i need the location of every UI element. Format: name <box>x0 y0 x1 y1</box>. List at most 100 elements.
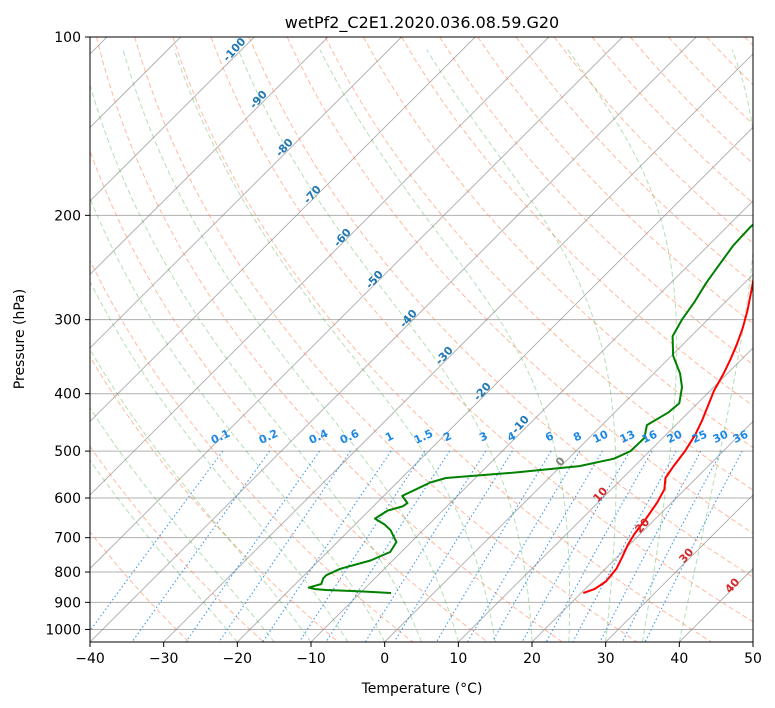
mixing-ratio-line <box>599 450 702 642</box>
y-tick-label: 800 <box>54 565 81 581</box>
dry-adiabat-line <box>96 37 563 642</box>
dry-adiabat-line <box>134 37 638 642</box>
dry-adiabat-label: -80 <box>273 136 296 160</box>
isotherm-line <box>531 420 753 642</box>
x-tick-label: −10 <box>296 651 326 667</box>
moist-adiabat-line <box>173 49 496 642</box>
mixing-ratio-label: 25 <box>690 428 709 446</box>
mixing-ratio-line <box>218 450 351 642</box>
isotherm-line <box>236 126 753 642</box>
isotherm-line <box>90 37 550 496</box>
series-lines <box>307 223 753 594</box>
y-tick-label: 600 <box>54 491 81 507</box>
moist-adiabat-line <box>678 49 753 642</box>
x-tick-label: −30 <box>149 651 179 667</box>
dry-adiabat-line <box>172 37 712 642</box>
mixing-ratio-label: 20 <box>665 428 685 446</box>
y-tick-label: 700 <box>54 531 81 547</box>
dry-adiabat-label: -40 <box>397 307 420 331</box>
dry-adiabat-label: -20 <box>471 380 494 404</box>
moist-adiabat-line <box>90 197 386 642</box>
mixing-ratio-line <box>545 450 653 642</box>
dry-adiabat-line <box>90 355 339 642</box>
dry-adiabat-label: 30 <box>676 545 696 565</box>
dry-adiabat-label: -90 <box>247 88 270 112</box>
y-tick-label: 900 <box>54 595 81 611</box>
x-tick-label: 30 <box>597 651 615 667</box>
background-lines <box>90 37 753 642</box>
isotherm-line <box>163 53 753 642</box>
isotherm-line <box>752 641 753 642</box>
dry-adiabat-line <box>553 37 753 244</box>
x-tick-label: 40 <box>670 651 688 667</box>
isotherm-line <box>678 567 753 642</box>
dry-adiabat-line <box>515 37 753 284</box>
dry-adiabat-label: 40 <box>722 575 742 595</box>
mixing-ratio-line <box>262 450 392 642</box>
moist-adiabat-line <box>319 49 571 642</box>
dry-adiabat-label: -30 <box>433 344 456 368</box>
y-tick-label: 400 <box>54 387 81 403</box>
moist-adiabat-line <box>90 348 312 642</box>
x-tick-label: −20 <box>223 651 253 667</box>
mixing-ratio-label: 0.2 <box>257 427 280 447</box>
dry-adiabat-line <box>362 37 753 449</box>
mixing-ratio-label: 30 <box>711 428 731 446</box>
dry-adiabat-line <box>439 37 753 366</box>
profile-line <box>582 276 753 594</box>
isotherm-line <box>457 347 753 642</box>
dry-adiabat-line <box>477 37 753 325</box>
x-tick-label: 10 <box>449 651 467 667</box>
x-axis-title: Temperature (°C) <box>361 681 483 697</box>
mixing-ratio-line <box>435 450 552 642</box>
moist-adiabat-line <box>237 49 533 642</box>
isotherm-line <box>90 37 476 423</box>
mixing-ratio-line <box>644 450 743 642</box>
dry-adiabat-line <box>286 37 753 534</box>
mixing-ratio-line <box>491 450 603 642</box>
dry-adiabat-line <box>248 37 753 578</box>
mixing-ratio-line <box>521 450 631 642</box>
mixing-ratio-label: 6 <box>543 429 556 444</box>
dry-adiabat-line <box>401 37 753 407</box>
adiabat-labels: 0.1 0.2 0.4 0.6 1 1.5 2 3 4 6 8 10 13 16 20 25 30 36-100-… <box>209 37 751 596</box>
moist-adiabat-line <box>426 49 617 642</box>
y-axis-title: Pressure (hPa) <box>12 289 28 389</box>
isotherm-line <box>90 37 623 570</box>
dry-adiabat-line <box>90 445 264 642</box>
mixing-ratio-label: 1 <box>383 429 395 444</box>
mixing-ratio-line <box>90 450 224 632</box>
mixing-ratio-line <box>298 450 426 642</box>
dry-adiabat-line <box>90 531 190 642</box>
dry-adiabat-label: -60 <box>331 226 354 250</box>
y-tick-label: 300 <box>54 313 81 329</box>
dry-adiabat-line <box>90 149 488 642</box>
x-tick-label: −40 <box>75 651 105 667</box>
dry-adiabat-line <box>744 37 753 47</box>
dry-adiabat-line <box>706 37 753 86</box>
x-tick-label: 50 <box>744 651 762 667</box>
mixing-ratio-line <box>572 450 677 642</box>
dry-adiabat-line <box>324 37 753 491</box>
mixing-ratio-line <box>185 450 321 642</box>
y-tick-label: 200 <box>54 208 81 224</box>
mixing-ratio-label: 10 <box>591 428 611 446</box>
y-tick-label: 500 <box>54 444 81 460</box>
mixing-ratio-line <box>467 450 581 642</box>
mixing-ratio-label: 36 <box>731 428 751 446</box>
mixing-ratio-label: 16 <box>640 428 660 446</box>
plot-frame <box>89 36 754 643</box>
x-tick-label: 0 <box>380 651 389 667</box>
moist-adiabat-line <box>90 280 349 642</box>
isotherm-line <box>90 37 329 276</box>
dry-adiabat-line <box>210 37 753 623</box>
mixing-ratio-label: 1.5 <box>412 427 435 447</box>
mixing-ratio-label: 3 <box>477 429 489 444</box>
moist-adiabat-line <box>90 83 422 642</box>
isotherm-line <box>310 200 753 642</box>
axis-ticks: −40 −30 −20 −10 0 10 20 30 40 5010020030040050060… <box>45 30 762 667</box>
dry-adiabat-label: 10 <box>590 484 610 504</box>
mixing-ratio-label: 13 <box>618 428 637 446</box>
mixing-ratio-label: 8 <box>571 429 583 444</box>
